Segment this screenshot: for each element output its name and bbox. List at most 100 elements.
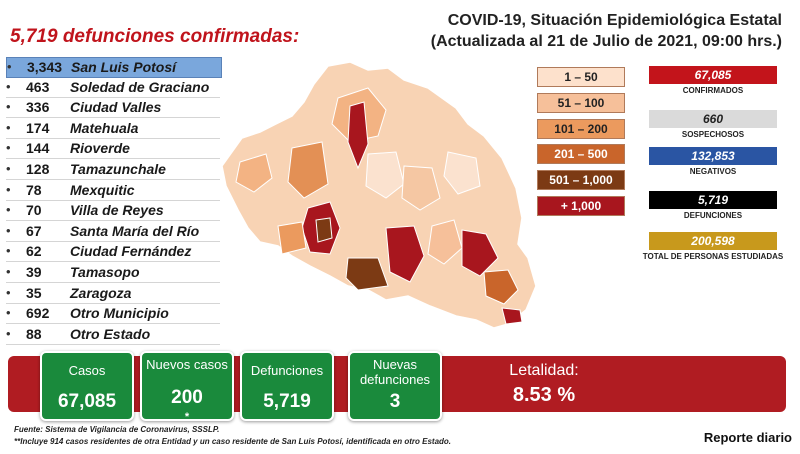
legend-item: + 1,000 <box>537 196 625 216</box>
page-title: COVID-19, Situación Epidemiológica Estat… <box>431 10 782 52</box>
cases-box: Casos 67,085 <box>40 351 134 421</box>
bullet-marker: • <box>6 243 11 259</box>
bullet-marker: • <box>6 305 11 321</box>
legend-item: 1 – 50 <box>537 67 625 87</box>
bullet-marker: • <box>6 140 11 156</box>
table-row: • 88 Otro Estado <box>6 325 220 345</box>
map-region <box>385 225 425 283</box>
deaths-title: 5,719 defunciones confirmadas: <box>10 26 300 47</box>
death-count: 39 <box>26 264 42 280</box>
map-region <box>461 229 499 277</box>
map-region <box>443 151 481 195</box>
municipality-name: Zaragoza <box>70 284 132 301</box>
footnote: **Incluye 914 casos residentes de otra E… <box>14 437 452 446</box>
municipality-name: Otro Estado <box>70 325 151 342</box>
map-region <box>483 269 519 305</box>
stat-value: 67,085 <box>649 66 777 84</box>
death-count: 88 <box>26 325 42 342</box>
bullet-marker: • <box>6 181 11 197</box>
legend-item: 51 – 100 <box>537 92 625 113</box>
state-map <box>221 61 537 329</box>
table-row: • 35 Zaragoza <box>6 284 220 304</box>
municipality-name: San Luis Potosí <box>71 59 177 75</box>
map-outline <box>221 61 537 329</box>
municipality-name: Ciudad Valles <box>70 99 162 116</box>
map-region <box>501 307 523 325</box>
municipality-name: Ciudad Fernández <box>70 243 192 260</box>
table-row: • 336 Ciudad Valles <box>6 98 220 119</box>
source-note: Fuente: Sistema de Vigilancia de Coronav… <box>14 425 220 434</box>
report-label: Reporte diario <box>703 430 792 445</box>
cases-label: Casos <box>68 363 106 378</box>
deaths-value: 5,719 <box>263 391 311 412</box>
stat-value: 5,719 <box>649 191 777 209</box>
death-count: 35 <box>26 284 42 301</box>
map-region <box>235 153 273 193</box>
main-title: COVID-19, Situación Epidemiológica Estat… <box>447 12 782 29</box>
map-region <box>347 101 369 170</box>
table-row: • 62 Ciudad Fernández <box>6 242 220 263</box>
bullet-marker: • <box>6 264 11 279</box>
stat-label: NEGATIVOS <box>689 167 737 176</box>
death-count: 174 <box>26 119 50 136</box>
bullet-marker: • <box>6 161 11 176</box>
lethality-label: Letalidad: <box>509 362 579 379</box>
map-region <box>277 221 307 255</box>
bullet-marker: • <box>6 99 11 115</box>
table-row: • 3,343 San Luis Potosí <box>6 57 222 78</box>
stat-label: TOTAL DE PERSONAS ESTUDIADAS <box>642 252 784 261</box>
legend-item: 501 – 1,000 <box>537 170 625 191</box>
bullet-marker: • <box>7 59 12 74</box>
map-region <box>345 257 389 291</box>
table-row: • 39 Tamasopo <box>6 263 220 283</box>
municipality-name: Mexquitic <box>70 181 135 198</box>
municipality-name: Rioverde <box>70 140 130 157</box>
stat-label: DEFUNCIONES <box>683 211 743 220</box>
table-row: • 70 Villa de Reyes <box>6 201 220 222</box>
death-count: 67 <box>26 222 42 239</box>
cases-value: 67,085 <box>57 391 117 412</box>
table-row: • 463 Soledad de Graciano <box>6 78 220 98</box>
new-deaths-box: Nuevas defunciones 3 <box>348 351 442 421</box>
map-region <box>401 165 441 211</box>
new-cases-label: Nuevos casos <box>146 357 228 372</box>
table-row: • 128 Tamazunchale <box>6 160 220 180</box>
death-count: 692 <box>26 305 50 322</box>
death-count: 463 <box>26 78 50 95</box>
municipality-name: Santa María del Río <box>70 222 200 239</box>
municipality-name: Tamazunchale <box>70 161 166 177</box>
stat-label: SOSPECHOSOS <box>681 130 745 139</box>
stat-value: 200,598 <box>649 232 777 250</box>
new-deaths-label: Nuevas defunciones <box>359 357 431 387</box>
municipality-name: Tamasopo <box>70 264 140 280</box>
bullet-marker: • <box>6 284 11 300</box>
deaths-box: Defunciones 5,719 <box>240 351 334 421</box>
stat-value: 660 <box>649 110 777 128</box>
legend-item: 201 – 500 <box>537 144 625 165</box>
map-region <box>427 219 463 265</box>
table-row: • 144 Rioverde <box>6 139 220 160</box>
new-cases-footnote-mark: * <box>184 411 190 423</box>
map-region <box>287 141 329 199</box>
new-deaths-value: 3 <box>389 391 401 412</box>
bullet-marker: • <box>6 222 11 238</box>
map-region <box>315 217 333 243</box>
death-count: 144 <box>26 140 50 157</box>
municipality-name: Matehuala <box>70 119 139 136</box>
legend-item: 101 – 200 <box>537 118 625 139</box>
update-subtitle: (Actualizada al 21 de Julio de 2021, 09:… <box>430 33 782 50</box>
map-region <box>365 151 405 199</box>
death-count: 128 <box>26 161 50 177</box>
table-row: • 67 Santa María del Río <box>6 222 220 242</box>
death-count: 336 <box>26 99 50 116</box>
new-cases-box: Nuevos casos 200 * <box>140 351 234 423</box>
bullet-marker: • <box>6 78 11 94</box>
bullet-marker: • <box>6 325 11 341</box>
lethality-value: 8.53 % <box>512 384 576 406</box>
stat-label: CONFIRMADOS <box>682 86 744 95</box>
death-count: 70 <box>26 202 42 219</box>
death-count: 78 <box>26 181 42 198</box>
table-row: • 78 Mexquitic <box>6 181 220 201</box>
table-row: • 692 Otro Municipio <box>6 304 220 325</box>
death-count: 3,343 <box>27 59 63 75</box>
